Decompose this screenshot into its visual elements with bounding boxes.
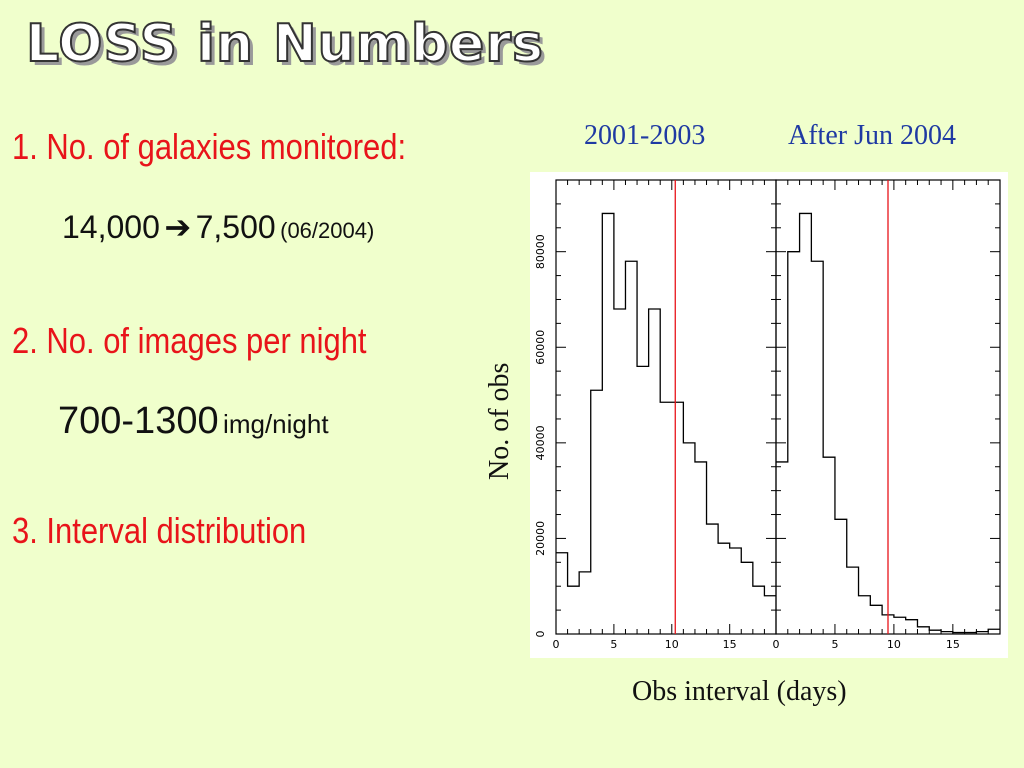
arrow-icon: ➔ — [164, 209, 192, 245]
y-tick-label: 20000 — [534, 521, 547, 556]
y-tick-label: 60000 — [534, 330, 547, 365]
x-tick-label-1: 0 — [553, 638, 560, 651]
y-tick-label: 80000 — [534, 234, 547, 269]
item1-note: (06/2004) — [280, 218, 375, 243]
x-tick-label-2: 15 — [946, 638, 960, 651]
item2-unit: img/night — [223, 409, 329, 439]
plot-background — [530, 172, 1008, 658]
slide-title: LOSS in Numbers — [25, 13, 544, 75]
histogram-series-1 — [556, 212, 776, 597]
item3-label: 3. Interval distribution — [12, 510, 307, 551]
item1-label: 1. No. of galaxies monitored: — [12, 126, 407, 167]
x-tick-label-1: 15 — [723, 638, 737, 651]
x-tick-label-1: 10 — [665, 638, 679, 651]
x-tick-label-2: 10 — [887, 638, 901, 651]
item1-value2: 7,500 — [195, 209, 276, 245]
item1-value: 14,000 — [62, 209, 160, 245]
x-tick-label-2: 0 — [773, 638, 780, 651]
x-tick-label-1: 5 — [610, 638, 617, 651]
x-axis-label: Obs interval (days) — [632, 676, 847, 707]
chart2-title: After Jun 2004 — [788, 120, 956, 151]
y-tick-label: 0 — [534, 631, 547, 638]
item1-values: 14,000 ➔ 7,500 (06/2004) — [62, 208, 374, 246]
item2-value: 700-1300 — [58, 400, 219, 442]
x-tick-label-2: 5 — [831, 638, 838, 651]
item2-label: 2. No. of images per night — [12, 320, 367, 361]
y-tick-label: 40000 — [534, 425, 547, 460]
item2-values: 700-1300 img/night — [58, 400, 329, 443]
chart1-title: 2001-2003 — [584, 120, 706, 151]
